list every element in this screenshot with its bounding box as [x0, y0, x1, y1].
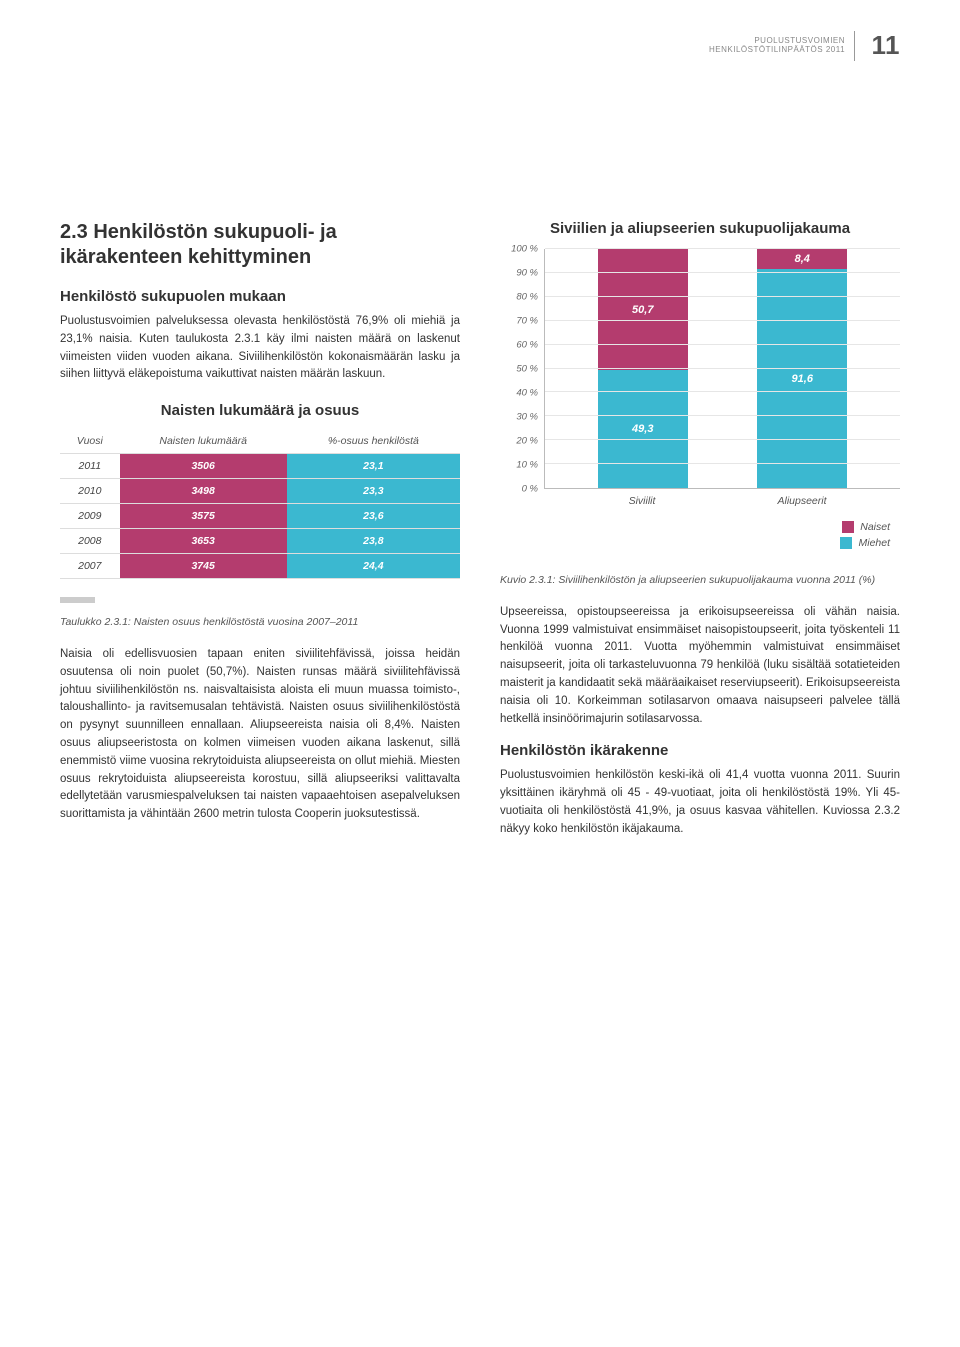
legend-item: Naiset [842, 521, 890, 533]
grid-line [545, 439, 900, 440]
table-title: Naisten lukumäärä ja osuus [60, 402, 460, 419]
y-tick-label: 50 % [516, 364, 538, 375]
cell-count: 3498 [120, 479, 287, 504]
y-tick-label: 60 % [516, 340, 538, 351]
cell-pct: 23,6 [287, 504, 460, 529]
table-row: 2007374524,4 [60, 554, 460, 579]
bar-seg-miehet: 91,6 [757, 269, 847, 488]
cell-year: 2009 [60, 504, 120, 529]
col-pct: %-osuus henkilöstä [287, 429, 460, 454]
legend-swatch [840, 537, 852, 549]
section-title: 2.3 Henkilöstön sukupuoli- ja ikärakente… [60, 220, 460, 270]
cell-pct: 23,8 [287, 529, 460, 554]
y-tick-label: 20 % [516, 436, 538, 447]
right-column: Siviilien ja aliupseerien sukupuolijakau… [500, 220, 900, 849]
table-header-row: Vuosi Naisten lukumäärä %-osuus henkilös… [60, 429, 460, 454]
header-divider [854, 31, 855, 61]
chart-y-axis: 0 %10 %20 %30 %40 %50 %60 %70 %80 %90 %1… [500, 249, 544, 489]
cell-pct: 24,4 [287, 554, 460, 579]
women-count-table: Vuosi Naisten lukumäärä %-osuus henkilös… [60, 429, 460, 579]
chart-caption: Kuvio 2.3.1: Siviilihenkilöstön ja aliup… [500, 573, 900, 588]
cell-count: 3653 [120, 529, 287, 554]
cell-pct: 23,3 [287, 479, 460, 504]
grid-line [545, 296, 900, 297]
cell-count: 3745 [120, 554, 287, 579]
para-officers: Upseereissa, opistoupseereissa ja erikoi… [500, 604, 900, 729]
cell-pct: 23,1 [287, 454, 460, 479]
legend-swatch [842, 521, 854, 533]
bar-seg-naiset: 8,4 [757, 249, 847, 269]
cell-count: 3575 [120, 504, 287, 529]
page-header: PUOLUSTUSVOIMIEN HENKILÖSTÖTILINPÄÄTÖS 2… [709, 30, 900, 61]
col-year: Vuosi [60, 429, 120, 454]
y-tick-label: 70 % [516, 316, 538, 327]
table-row: 2011350623,1 [60, 454, 460, 479]
x-tick-label: Siviilit [597, 495, 687, 507]
grid-line [545, 272, 900, 273]
bar-seg-naiset: 50,7 [598, 249, 688, 370]
bar-siviilit: 50,749,3 [598, 249, 688, 488]
col-count: Naisten lukumäärä [120, 429, 287, 454]
para-age: Puolustusvoimien henkilöstön keski-ikä o… [500, 767, 900, 838]
bar-aliupseerit: 8,491,6 [757, 249, 847, 488]
para-civilians: Naisia oli edellisvuosien tapaan eniten … [60, 646, 460, 824]
legend-label: Naiset [860, 521, 890, 533]
y-tick-label: 90 % [516, 268, 538, 279]
table-accent [60, 597, 95, 603]
grid-line [545, 368, 900, 369]
cell-year: 2007 [60, 554, 120, 579]
table-row: 2009357523,6 [60, 504, 460, 529]
legend-label: Miehet [858, 537, 890, 549]
y-tick-label: 40 % [516, 388, 538, 399]
subheading-gender: Henkilöstö sukupuolen mukaan [60, 288, 460, 305]
cell-year: 2008 [60, 529, 120, 554]
bar-seg-miehet: 49,3 [598, 370, 688, 488]
y-tick-label: 30 % [516, 412, 538, 423]
table-row: 2010349823,3 [60, 479, 460, 504]
grid-line [545, 248, 900, 249]
table-row: 2008365323,8 [60, 529, 460, 554]
y-tick-label: 100 % [511, 244, 538, 255]
y-tick-label: 80 % [516, 292, 538, 303]
stacked-bar-chart: 0 %10 %20 %30 %40 %50 %60 %70 %80 %90 %1… [500, 249, 900, 489]
grid-line [545, 463, 900, 464]
table-caption: Taulukko 2.3.1: Naisten osuus henkilöstö… [60, 615, 460, 630]
chart-plot-area: 50,749,3 8,491,6 [544, 249, 900, 489]
header-line1: PUOLUSTUSVOIMIEN [754, 36, 845, 45]
chart-title: Siviilien ja aliupseerien sukupuolijakau… [500, 220, 900, 237]
x-tick-label: Aliupseerit [757, 495, 847, 507]
para-gender-intro: Puolustusvoimien palveluksessa olevasta … [60, 313, 460, 384]
grid-line [545, 415, 900, 416]
cell-count: 3506 [120, 454, 287, 479]
cell-year: 2010 [60, 479, 120, 504]
y-tick-label: 10 % [516, 460, 538, 471]
chart-bars: 50,749,3 8,491,6 [545, 249, 900, 488]
grid-line [545, 320, 900, 321]
grid-line [545, 391, 900, 392]
grid-line [545, 344, 900, 345]
chart-legend: Naiset Miehet [500, 521, 900, 549]
y-tick-label: 0 % [522, 484, 538, 495]
legend-item: Miehet [840, 537, 890, 549]
cell-year: 2011 [60, 454, 120, 479]
page-number: 11 [872, 30, 901, 61]
header-line2: HENKILÖSTÖTILINPÄÄTÖS 2011 [709, 45, 845, 54]
subheading-age: Henkilöstön ikärakenne [500, 742, 900, 759]
chart-x-axis: Siviilit Aliupseerit [500, 489, 900, 507]
left-column: 2.3 Henkilöstön sukupuoli- ja ikärakente… [60, 220, 460, 849]
